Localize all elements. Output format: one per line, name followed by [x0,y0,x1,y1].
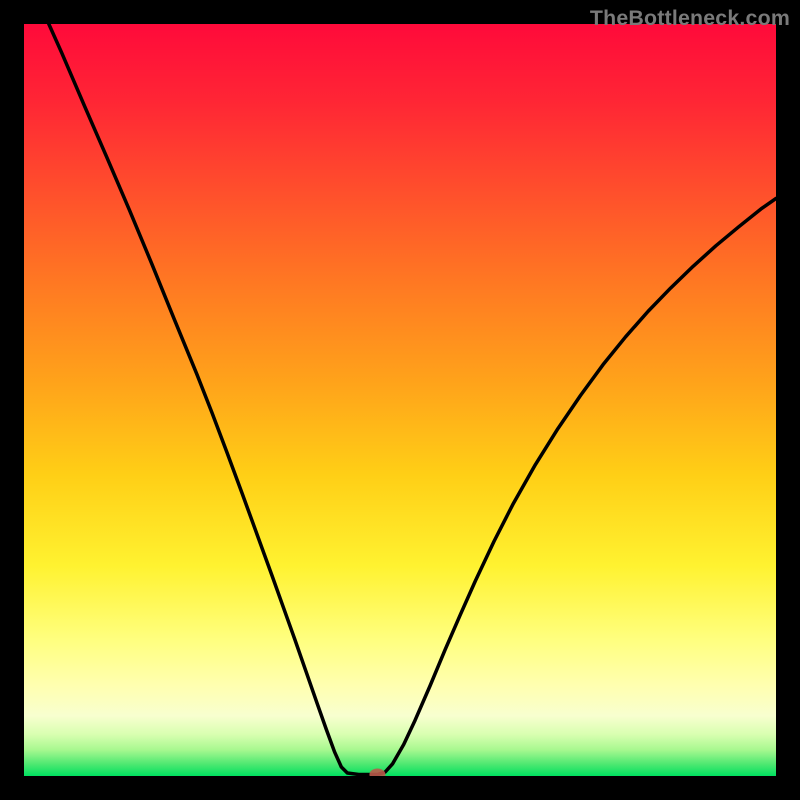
gradient-background [24,24,776,776]
watermark-text: TheBottleneck.com [590,6,790,31]
chart-stage: TheBottleneck.com [0,0,800,800]
bottleneck-chart [0,0,800,800]
